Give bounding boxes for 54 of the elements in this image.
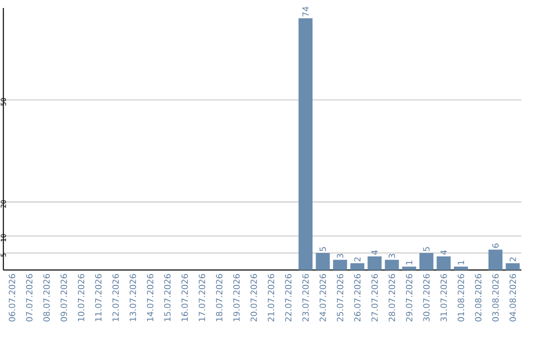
x-tick-label: 25.07.2026 (336, 274, 344, 322)
x-tick-label: 15.07.2026 (164, 274, 171, 322)
x-tick-label: 07.07.2026 (26, 274, 32, 322)
bar (368, 256, 382, 270)
x-tick-label: 01.08.2026 (458, 274, 464, 322)
bar (298, 18, 313, 270)
bar (402, 266, 416, 270)
data-label: 1 (406, 260, 412, 264)
x-tick-label: 14.07.2026 (146, 274, 154, 322)
x-tick-label: 02.08.2026 (475, 274, 482, 322)
x-tick-label: 29.07.2026 (406, 274, 412, 322)
x-tick-label: 03.08.2026 (492, 274, 499, 322)
data-label: 74 (302, 6, 309, 16)
x-tick-label: 27.07.2026 (371, 274, 378, 322)
data-label: 4 (440, 250, 447, 255)
x-tick-label: 12.07.2026 (112, 274, 119, 322)
bar (333, 260, 348, 270)
data-label: 1 (458, 260, 464, 264)
data-label: 5 (320, 247, 326, 252)
bar (506, 263, 520, 270)
x-tick-label: 20.07.2026 (250, 274, 257, 322)
x-tick-label: 22.07.2026 (285, 274, 292, 322)
data-label: 3 (336, 254, 344, 258)
data-label: 6 (492, 244, 499, 248)
x-tick-label: 18.07.2026 (216, 274, 222, 322)
x-tick-label: 10.07.2026 (78, 274, 84, 322)
data-label: 3 (388, 254, 396, 258)
x-tick-label: 30.07.2026 (423, 274, 430, 322)
bar (436, 256, 451, 270)
x-tick-label: 06.07.2026 (8, 274, 16, 322)
x-tick-label: 31.07.2026 (440, 274, 447, 322)
data-label: 2 (354, 257, 360, 262)
bar (419, 252, 434, 270)
x-tick-label: 17.07.2026 (198, 274, 206, 322)
bar (488, 250, 502, 270)
bar (384, 260, 399, 270)
x-tick-label: 21.07.2026 (268, 274, 274, 322)
x-tick-label: 13.07.2026 (130, 274, 136, 322)
bar (454, 266, 468, 270)
data-label: 4 (372, 250, 378, 255)
x-tick-label: 23.07.2026 (302, 274, 309, 322)
data-label: 5 (423, 247, 430, 252)
x-tick-label: 26.07.2026 (354, 274, 361, 322)
x-tick-label: 28.07.2026 (388, 274, 396, 322)
x-tick-label: 09.07.2026 (60, 274, 68, 322)
x-tick-label: 11.07.2026 (95, 274, 102, 322)
x-tick-label: 04.08.2026 (510, 274, 516, 322)
x-tick-label: 08.07.2026 (43, 274, 50, 322)
bar (350, 263, 364, 270)
x-tick-label: 24.07.2026 (320, 274, 326, 322)
x-tick-label: 16.07.2026 (181, 274, 188, 322)
data-label: 2 (510, 257, 516, 262)
x-tick-label: 19.07.2026 (233, 274, 240, 322)
bar (316, 252, 330, 270)
